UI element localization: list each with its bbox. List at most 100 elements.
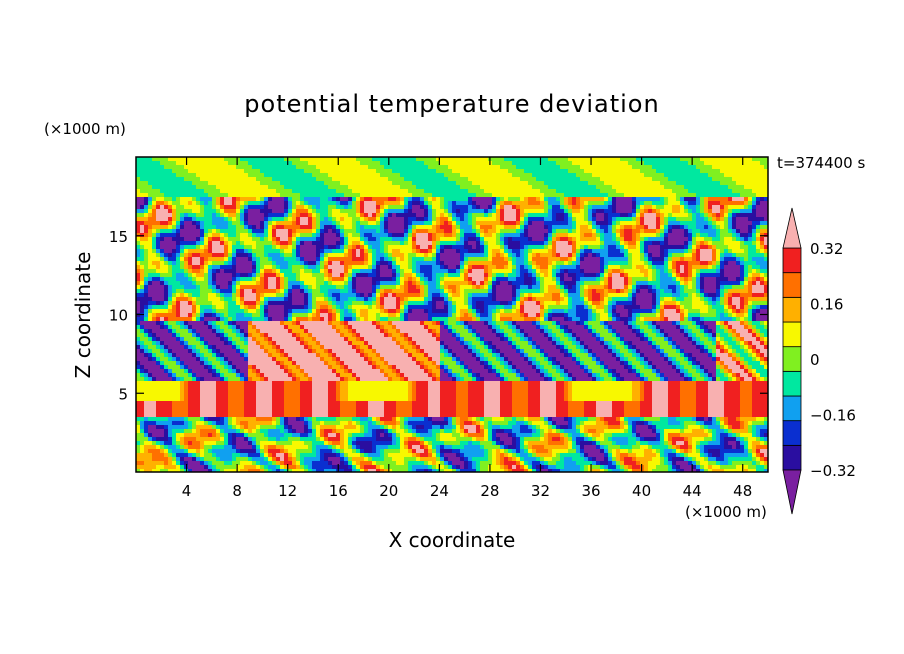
field-cell bbox=[440, 293, 445, 298]
field-cell bbox=[372, 305, 377, 310]
field-cell bbox=[612, 369, 617, 374]
field-cell bbox=[212, 261, 225, 266]
field-cell bbox=[436, 197, 441, 202]
field-cell bbox=[324, 297, 329, 302]
field-cell bbox=[432, 197, 437, 202]
field-cell bbox=[676, 345, 681, 350]
field-cell bbox=[688, 361, 693, 366]
field-cell bbox=[528, 389, 541, 394]
field-cell bbox=[756, 349, 761, 354]
field-cell bbox=[196, 353, 201, 358]
field-cell bbox=[432, 305, 437, 310]
field-cell bbox=[652, 273, 657, 278]
field-cell bbox=[564, 269, 569, 274]
field-cell bbox=[512, 237, 529, 242]
field-cell bbox=[256, 389, 273, 394]
field-cell bbox=[688, 277, 693, 282]
field-cell bbox=[544, 317, 549, 322]
field-cell bbox=[400, 373, 405, 378]
field-cell bbox=[276, 345, 281, 350]
field-cell bbox=[224, 301, 229, 306]
field-cell bbox=[760, 329, 768, 334]
field-cell bbox=[548, 185, 597, 190]
field-cell bbox=[352, 313, 357, 318]
field-cell bbox=[348, 197, 353, 202]
field-cell bbox=[524, 309, 541, 314]
field-cell bbox=[532, 285, 541, 290]
field-cell bbox=[264, 293, 277, 298]
field-cell bbox=[160, 161, 177, 166]
field-cell bbox=[672, 293, 681, 298]
field-cell bbox=[688, 161, 705, 166]
field-cell bbox=[332, 365, 341, 370]
field-cell bbox=[744, 257, 749, 262]
field-cell bbox=[468, 381, 485, 386]
field-cell bbox=[200, 261, 205, 266]
field-cell bbox=[504, 309, 513, 314]
field-cell bbox=[208, 229, 213, 234]
field-cell bbox=[656, 205, 665, 210]
field-cell bbox=[216, 325, 221, 330]
field-cell bbox=[240, 217, 245, 222]
field-cell bbox=[432, 257, 437, 262]
field-cell bbox=[620, 361, 625, 366]
field-cell bbox=[356, 333, 361, 338]
field-cell bbox=[488, 345, 493, 350]
field-cell bbox=[488, 281, 493, 286]
field-cell bbox=[608, 313, 613, 318]
field-cell bbox=[212, 301, 225, 306]
field-cell bbox=[196, 333, 201, 338]
field-cell bbox=[636, 321, 645, 326]
field-cell bbox=[636, 225, 645, 230]
field-cell bbox=[524, 357, 529, 362]
field-cell bbox=[528, 293, 533, 298]
field-cell bbox=[748, 237, 753, 242]
field-cell bbox=[268, 309, 285, 314]
field-cell bbox=[348, 297, 357, 302]
field-cell bbox=[284, 365, 289, 370]
field-cell bbox=[324, 253, 329, 258]
field-cell bbox=[568, 257, 573, 262]
field-cell bbox=[320, 201, 337, 206]
field-cell bbox=[700, 365, 705, 370]
field-cell bbox=[724, 341, 729, 346]
field-cell bbox=[208, 341, 225, 346]
field-cell bbox=[492, 313, 497, 318]
field-cell bbox=[260, 301, 265, 306]
field-cell bbox=[360, 245, 365, 250]
field-cell bbox=[612, 317, 617, 322]
field-cell bbox=[220, 361, 225, 366]
field-cell bbox=[228, 301, 237, 306]
field-cell bbox=[288, 241, 293, 246]
field-cell bbox=[496, 241, 501, 246]
field-cell bbox=[592, 233, 597, 238]
field-cell bbox=[704, 369, 709, 374]
field-cell bbox=[180, 381, 185, 386]
field-cell bbox=[516, 305, 521, 310]
field-cell bbox=[424, 325, 429, 330]
field-cell bbox=[492, 249, 501, 254]
field-cell bbox=[628, 361, 633, 366]
field-cell bbox=[452, 349, 469, 354]
field-cell bbox=[540, 289, 545, 294]
field-cell bbox=[724, 205, 729, 210]
field-cell bbox=[308, 201, 321, 206]
field-cell bbox=[356, 277, 373, 282]
field-cell bbox=[368, 213, 373, 218]
field-cell bbox=[228, 377, 241, 382]
field-cell bbox=[760, 361, 765, 366]
field-cell bbox=[500, 357, 505, 362]
field-cell bbox=[352, 273, 357, 278]
field-cell bbox=[624, 377, 641, 382]
field-cell bbox=[320, 345, 325, 350]
field-cell bbox=[744, 285, 749, 290]
field-cell bbox=[340, 197, 349, 202]
field-cell bbox=[264, 277, 269, 282]
field-cell bbox=[692, 209, 697, 214]
field-cell bbox=[276, 293, 285, 298]
field-cell bbox=[720, 293, 725, 298]
field-cell bbox=[248, 353, 269, 358]
field-cell bbox=[408, 301, 425, 306]
field-cell bbox=[676, 305, 681, 310]
field-cell bbox=[260, 341, 269, 346]
